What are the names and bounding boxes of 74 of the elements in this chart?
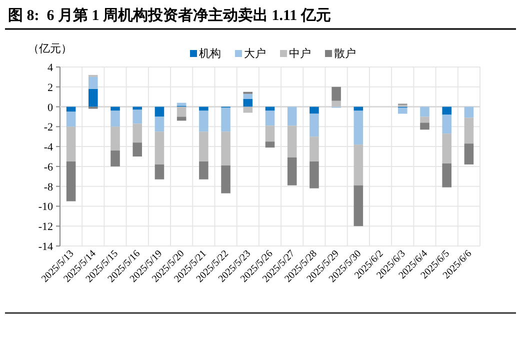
bar — [420, 122, 430, 130]
bar — [420, 116, 430, 123]
bar — [310, 114, 319, 137]
bar — [354, 185, 364, 226]
bar — [66, 126, 76, 162]
bar — [176, 116, 186, 121]
bar — [132, 142, 142, 156]
y-tick-label: -8 — [44, 181, 54, 194]
bar — [265, 142, 275, 148]
y-tick-label: 0 — [48, 102, 54, 114]
bar — [310, 136, 319, 162]
bar — [442, 106, 452, 115]
bar — [287, 157, 297, 186]
bar — [110, 106, 120, 111]
bar — [66, 112, 76, 127]
bar — [154, 106, 164, 117]
bar — [110, 126, 120, 151]
bar — [332, 100, 341, 107]
bar — [310, 106, 319, 114]
y-tick-label: 2 — [48, 82, 53, 94]
bar — [442, 134, 452, 164]
bar — [332, 86, 341, 101]
bar — [199, 132, 208, 162]
bar — [199, 110, 208, 132]
bar — [132, 124, 142, 143]
legend-label: 机构 — [199, 48, 221, 60]
bar — [265, 126, 275, 142]
bar — [287, 106, 297, 126]
bar — [221, 108, 230, 132]
bar — [88, 88, 98, 107]
bar — [132, 110, 142, 124]
bar — [199, 161, 208, 180]
bar — [265, 106, 275, 111]
bar — [154, 164, 164, 180]
bar — [354, 110, 364, 145]
bar — [287, 126, 297, 158]
bar — [420, 106, 430, 117]
legend-label: 大户 — [244, 47, 266, 60]
bar — [221, 132, 230, 166]
bar — [398, 108, 408, 114]
bar — [464, 144, 474, 164]
bar — [66, 106, 76, 112]
bar — [199, 106, 208, 111]
bar — [154, 132, 164, 164]
bar — [354, 106, 364, 111]
y-tick-label: -12 — [38, 221, 53, 234]
legend-label: 散户 — [334, 47, 356, 60]
bar — [464, 118, 474, 144]
bar — [442, 163, 452, 188]
bar — [66, 161, 76, 202]
bar — [464, 106, 474, 118]
y-tick-label: -6 — [44, 161, 54, 174]
bar — [132, 106, 142, 110]
legend-label: 中户 — [289, 47, 311, 60]
bar — [176, 102, 186, 106]
y-tick-label: -4 — [44, 142, 54, 154]
bar — [243, 94, 253, 99]
bar — [88, 76, 98, 89]
chart-title: 图 8: 6 月第 1 周机构投资者净主动卖出 1.11 亿元 — [8, 6, 331, 24]
bar — [154, 116, 164, 132]
bar — [442, 114, 452, 134]
y-axis-title: （亿元） — [28, 43, 72, 55]
y-tick-label: 4 — [48, 62, 54, 74]
bar — [354, 144, 364, 186]
y-tick-label: -2 — [44, 122, 53, 134]
bar — [243, 98, 253, 107]
bar — [221, 165, 230, 194]
y-tick-label: -10 — [38, 201, 54, 214]
bar — [110, 150, 120, 166]
y-tick-label: -14 — [38, 241, 54, 253]
bar — [110, 110, 120, 127]
bar — [310, 161, 319, 188]
bar — [176, 106, 186, 117]
bar — [265, 110, 275, 126]
